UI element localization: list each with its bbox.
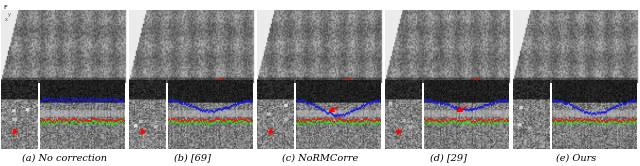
Text: (e) Ours: (e) Ours <box>556 154 596 163</box>
Text: x: x <box>5 17 8 22</box>
Text: y: y <box>8 12 10 17</box>
Text: (b) [69]: (b) [69] <box>173 154 211 163</box>
Text: F: F <box>3 5 7 10</box>
Text: (c) NoRMCorre: (c) NoRMCorre <box>282 154 358 163</box>
Text: (a) No correction: (a) No correction <box>22 154 106 163</box>
Text: (d) [29]: (d) [29] <box>429 154 467 163</box>
